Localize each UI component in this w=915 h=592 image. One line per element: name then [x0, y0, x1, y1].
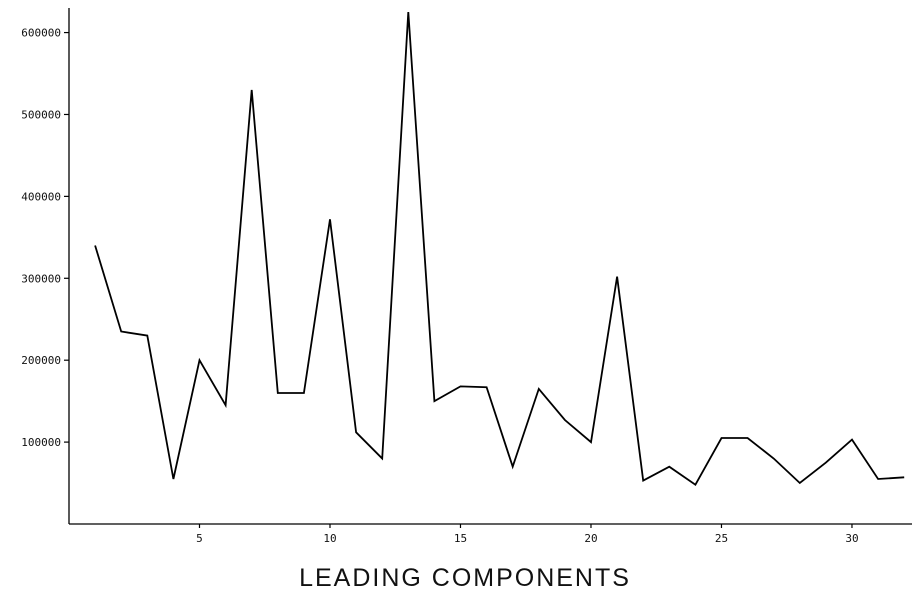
y-tick-label: 500000: [21, 108, 61, 121]
y-tick-label: 200000: [21, 354, 61, 367]
x-axis-title: LEADING COMPONENTS: [299, 564, 631, 592]
y-tick-label: 600000: [21, 27, 61, 40]
x-tick-label: 15: [454, 532, 467, 545]
x-tick-label: 20: [584, 532, 597, 545]
y-axis-ticks: 100000 200000 300000 400000 500000 600000: [21, 27, 69, 449]
y-tick-label: 300000: [21, 272, 61, 285]
x-tick-label: 30: [845, 532, 858, 545]
series-line: [94, 12, 905, 487]
x-tick-label: 5: [196, 532, 203, 545]
x-tick-label: 25: [715, 532, 728, 545]
y-tick-label: 100000: [21, 436, 61, 449]
y-tick-label: 400000: [21, 190, 61, 203]
series-group: [94, 12, 905, 487]
axes: [68, 8, 912, 525]
x-tick-label: 10: [323, 532, 336, 545]
x-axis-ticks: 5 10 15 20 25 30: [196, 524, 859, 545]
